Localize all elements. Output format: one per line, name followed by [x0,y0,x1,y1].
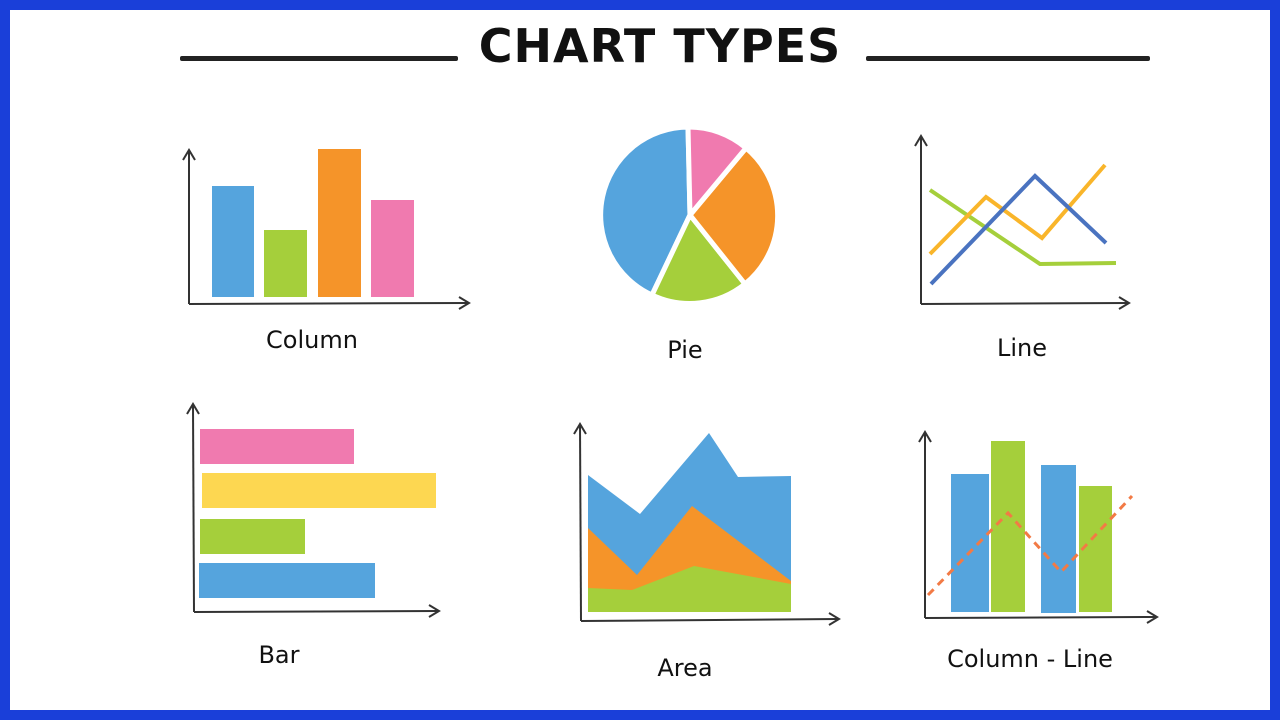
bar-x-axis [193,610,439,613]
bar-y-arrow [186,402,200,415]
colline-y-arrow [918,430,932,443]
bar-row-yellow [202,473,436,508]
title-rule-right [866,56,1150,61]
label-line: Line [996,334,1047,362]
title-rule-left [180,56,458,61]
column-x-arrow [458,296,471,310]
column-y-arrow [182,148,196,161]
line-series-yellow [928,163,1107,256]
label-bar: Bar [258,641,300,669]
area-y-arrow [573,422,587,435]
pie-slice-orange [687,145,781,287]
label-pie: Pie [667,336,703,364]
line-y-arrow [914,134,928,147]
label-area: Area [657,654,713,682]
colline-x-arrow [1146,610,1159,624]
column-x-axis [188,302,469,305]
line-x-axis [920,302,1129,305]
line-series-blue [929,173,1108,286]
bar-row-blue [199,563,375,598]
column-bar-orange [318,149,361,297]
pie-slice-pink [685,124,749,218]
column-bar-pink [371,200,414,297]
column-bar-blue [212,186,254,297]
area-y-axis [579,425,582,622]
colline-bar-blue-1 [951,474,989,612]
pie-slice-green [649,212,748,307]
area-x-arrow [828,612,841,626]
column-bar-green [264,230,307,297]
colline-dashed-line [926,494,1134,597]
label-column: Column [266,326,358,354]
line-x-arrow [1118,296,1131,310]
colline-x-axis [924,616,1157,619]
bar-y-axis [192,405,195,613]
page-title: CHART TYPES [478,19,842,73]
pie-slice-blue [598,124,693,298]
label-column-line: Column - Line [947,645,1113,673]
area-x-axis [580,618,839,622]
bar-x-arrow [428,604,441,618]
colline-bar-blue-2 [1041,465,1076,613]
area-layer-green [588,566,791,612]
bar-row-green [200,519,305,554]
bar-row-pink [200,429,354,464]
